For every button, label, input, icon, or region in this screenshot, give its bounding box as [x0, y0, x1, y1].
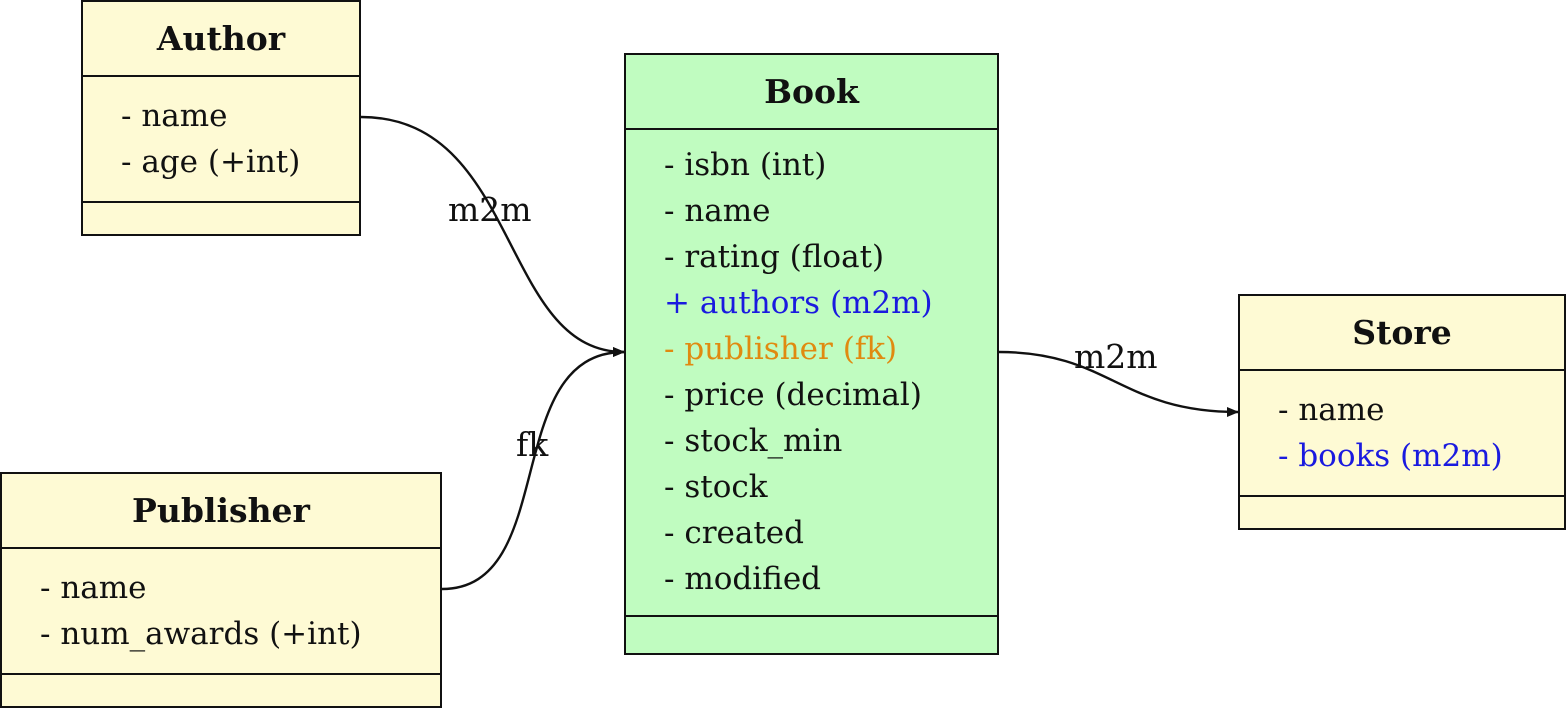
- field-row: - name: [1278, 392, 1385, 428]
- class-fields: - name - num_awards (+int): [2, 549, 440, 675]
- class-fields: - name - books (m2m): [1240, 371, 1564, 497]
- class-methods: [626, 617, 997, 653]
- field-row: - stock_min: [664, 423, 843, 459]
- class-title: Book: [626, 55, 997, 130]
- class-author: Author - name - age (+int): [81, 0, 361, 236]
- edge-label-author-book: m2m: [448, 190, 532, 229]
- field-row: - books (m2m): [1278, 438, 1503, 474]
- field-row: - created: [664, 515, 804, 551]
- class-fields: - name - age (+int): [83, 77, 359, 203]
- class-publisher: Publisher - name - num_awards (+int): [0, 472, 442, 708]
- class-methods: [1240, 497, 1564, 528]
- class-title: Publisher: [2, 474, 440, 549]
- field-row: + authors (m2m): [664, 285, 933, 321]
- field-row: - price (decimal): [664, 377, 922, 413]
- field-row: - rating (float): [664, 239, 885, 275]
- field-row: - name: [40, 570, 147, 606]
- class-methods: [2, 675, 440, 706]
- class-fields: - isbn (int) - name - rating (float) + auth…: [626, 130, 997, 617]
- field-row: - num_awards (+int): [40, 616, 362, 652]
- field-row: - modified: [664, 561, 822, 597]
- field-row: - publisher (fk): [664, 331, 898, 367]
- edge-author-to-book: [360, 115, 625, 357]
- edge-publisher-to-book: [441, 347, 625, 591]
- class-book: Book - isbn (int) - name - rating (float) +…: [624, 53, 999, 655]
- field-row: - stock: [664, 469, 768, 505]
- field-row: - isbn (int): [664, 147, 827, 183]
- edge-label-book-store: m2m: [1074, 337, 1158, 376]
- edge-label-publisher-book: fk: [516, 425, 549, 464]
- class-methods: [83, 203, 359, 234]
- field-row: - name: [121, 98, 228, 134]
- field-row: - name: [664, 193, 771, 229]
- class-store: Store - name - books (m2m): [1238, 294, 1566, 530]
- class-title: Store: [1240, 296, 1564, 371]
- field-row: - age (+int): [121, 144, 301, 180]
- class-title: Author: [83, 2, 359, 77]
